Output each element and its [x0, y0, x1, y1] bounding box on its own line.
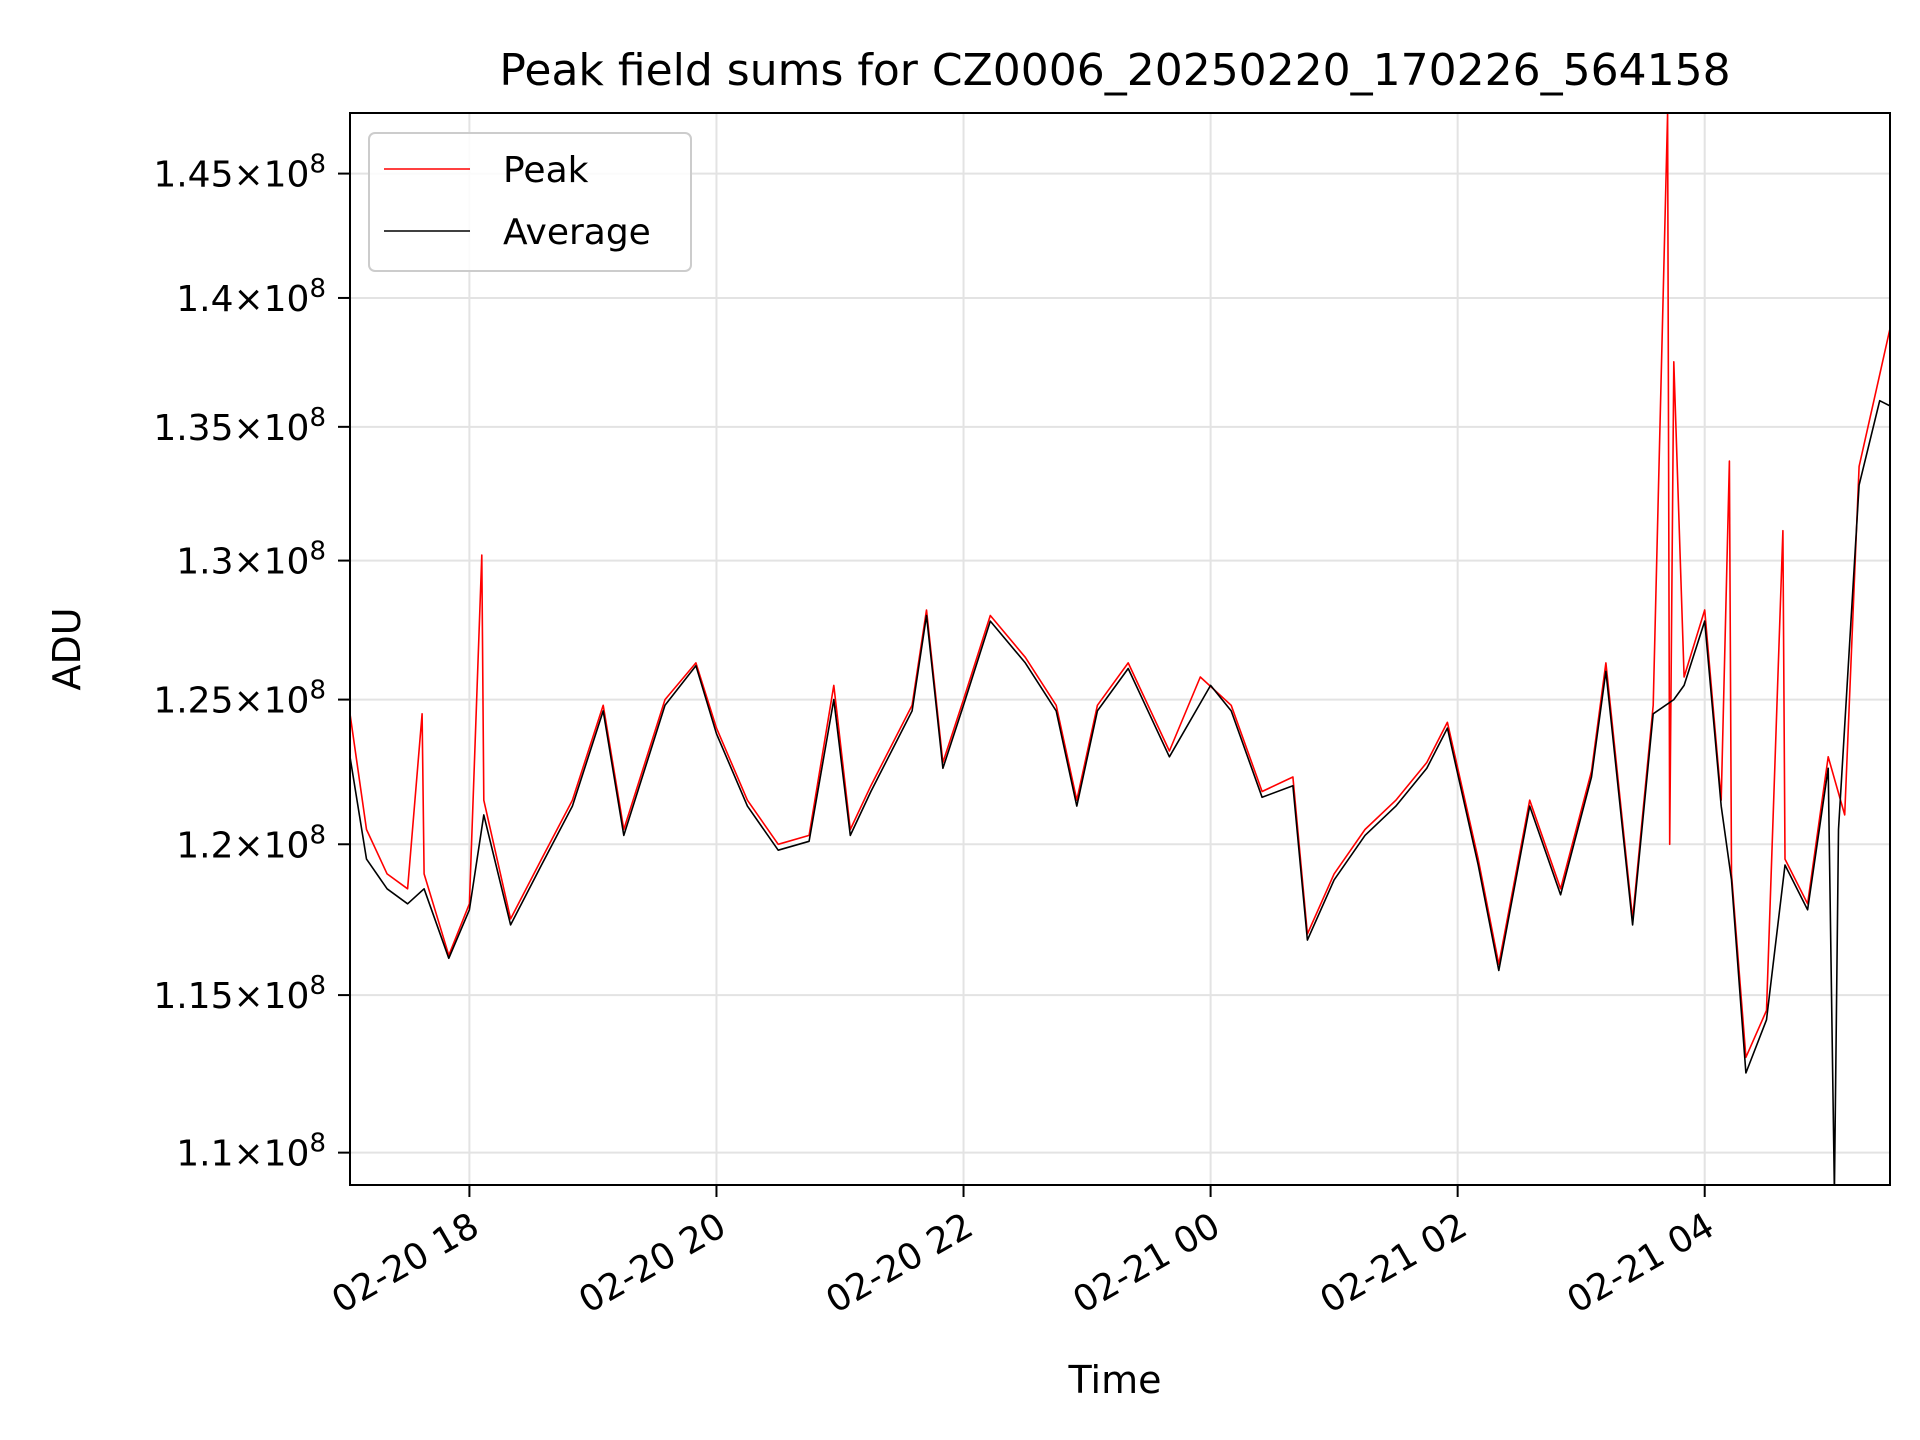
legend-label-average: Average [503, 212, 651, 253]
chart-title: Peak field sums for CZ0006_20250220_1702… [499, 45, 1730, 96]
x-axis-label: Time [1068, 1358, 1162, 1402]
y-axis-label: ADU [45, 607, 89, 690]
legend-box [368, 132, 692, 272]
y-axis-ticks: 1.1×108 1.15×108 1.2×108 1.25×108 1.3×108 1.3… [153, 150, 350, 1175]
y-tick-label: 1.2×108 [176, 820, 326, 866]
legend: Peak Average [368, 132, 692, 272]
grid-lines [350, 113, 1890, 1185]
y-tick-label: 1.35×108 [153, 403, 326, 449]
y-tick-label: 1.45×108 [153, 150, 326, 196]
series-layer [350, 113, 1890, 1185]
y-tick-label: 1.25×108 [153, 676, 326, 722]
y-tick-label: 1.3×108 [176, 537, 326, 583]
series-line-peak [350, 113, 1890, 1059]
plot-frame [349, 112, 1891, 1186]
y-tick-label: 1.1×108 [176, 1129, 326, 1175]
y-tick-label: 1.4×108 [176, 274, 326, 320]
legend-label-peak: Peak [503, 150, 589, 191]
series-line-average [350, 399, 1890, 1185]
y-tick-label: 1.15×108 [153, 971, 326, 1017]
